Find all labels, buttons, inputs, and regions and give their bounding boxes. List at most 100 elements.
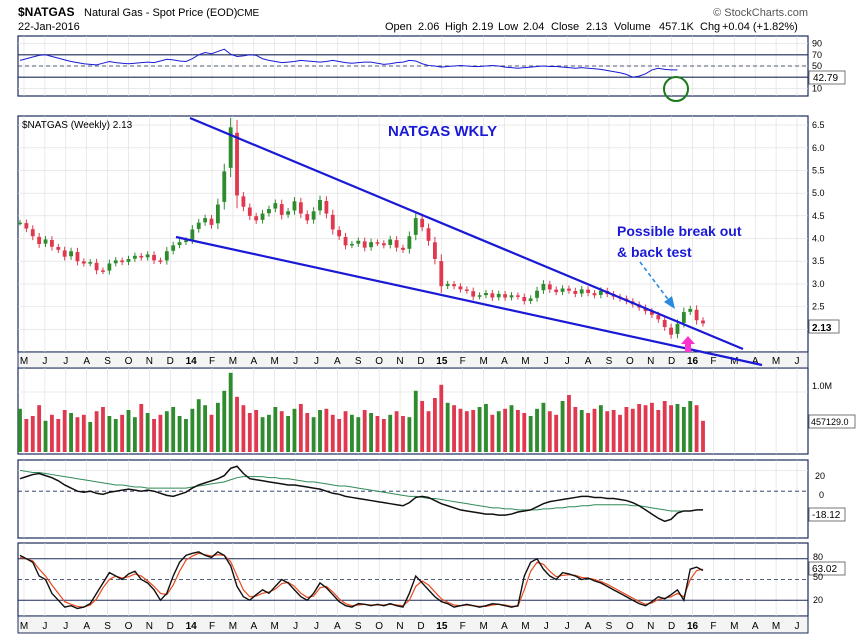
volume-bar bbox=[509, 405, 514, 452]
x-tick-label: S bbox=[355, 356, 362, 367]
x-tick-label: J bbox=[42, 356, 47, 367]
x-tick-label: F bbox=[710, 621, 716, 632]
volume-bar bbox=[388, 414, 393, 452]
close-label: Close bbox=[551, 21, 579, 33]
x-tick-label: M bbox=[730, 621, 738, 632]
volume-bar bbox=[81, 414, 86, 452]
volume-bar bbox=[145, 413, 150, 452]
candle-body bbox=[401, 247, 405, 250]
candle-body bbox=[88, 262, 93, 264]
open-label: Open bbox=[385, 21, 412, 33]
candle-body bbox=[656, 315, 661, 320]
candle-body bbox=[196, 222, 201, 229]
candle-body bbox=[177, 242, 182, 246]
volume-bar bbox=[62, 410, 67, 452]
volume-bar bbox=[643, 405, 648, 452]
candle-body bbox=[509, 295, 514, 298]
volume-bar bbox=[215, 402, 220, 452]
x-tick-label: A bbox=[501, 356, 508, 367]
volume-bar bbox=[343, 411, 348, 452]
x-tick-label: M bbox=[479, 621, 487, 632]
pink-up-arrow-icon bbox=[681, 336, 695, 352]
stoch-tick-20: 20 bbox=[813, 595, 823, 605]
x-tick-label: D bbox=[668, 621, 675, 632]
candle-body bbox=[426, 228, 431, 241]
volume-bar bbox=[426, 411, 431, 452]
candle-body bbox=[94, 262, 99, 271]
volume-bar bbox=[75, 417, 80, 452]
candle-body bbox=[292, 201, 297, 211]
volume-bar bbox=[305, 413, 310, 452]
volume-bar bbox=[177, 416, 182, 452]
volume-value: 457.1K bbox=[659, 21, 695, 33]
volume-bar bbox=[401, 416, 405, 452]
volume-bar bbox=[547, 411, 552, 452]
price-tick-label: 4.5 bbox=[812, 211, 825, 221]
candle-body bbox=[464, 289, 469, 291]
x-tick-label: M bbox=[20, 356, 28, 367]
volume-bar bbox=[439, 384, 444, 452]
candle-body bbox=[362, 241, 367, 248]
volume-bar bbox=[286, 416, 291, 452]
instrument-name: Natural Gas - Spot Price (EOD) bbox=[84, 7, 237, 19]
x-tick-label: A bbox=[334, 356, 341, 367]
candle-body bbox=[369, 242, 373, 248]
volume-label: Volume bbox=[614, 21, 651, 33]
x-tick-label: A bbox=[83, 356, 90, 367]
candle-body bbox=[669, 327, 673, 335]
volume-bar bbox=[394, 411, 399, 452]
volume-bar bbox=[669, 405, 673, 452]
volume-bar bbox=[56, 419, 61, 452]
candle-body bbox=[50, 240, 54, 247]
price-tick-label: 4.0 bbox=[812, 234, 825, 244]
right-value-labels: 42.79 2.13 1.0M 457129.0 20 0 -18.12 80 … bbox=[808, 70, 856, 605]
price-tick-label: 2.5 bbox=[812, 302, 825, 312]
candle-body bbox=[554, 289, 559, 293]
candle-body bbox=[209, 218, 214, 225]
price-tick-label: 6.0 bbox=[812, 143, 825, 153]
x-tick-label: F bbox=[460, 356, 466, 367]
volume-bar bbox=[228, 372, 233, 452]
volume-bar bbox=[37, 405, 42, 452]
volume-bar bbox=[471, 410, 476, 452]
low-label: Low bbox=[498, 21, 518, 33]
volume-bar bbox=[554, 414, 559, 452]
x-tick-label: J bbox=[795, 621, 800, 632]
stoch-tick-80: 80 bbox=[813, 552, 823, 562]
volume-bar bbox=[24, 419, 29, 452]
candle-body bbox=[215, 204, 220, 224]
candle-body bbox=[541, 283, 546, 291]
x-tick-label: N bbox=[396, 356, 403, 367]
volume-bar bbox=[158, 414, 163, 452]
volume-bar bbox=[337, 419, 342, 452]
volume-bar bbox=[624, 407, 629, 452]
candle-body bbox=[298, 202, 303, 214]
chart-title: NATGAS WKLY bbox=[388, 123, 497, 140]
volume-bar bbox=[318, 410, 322, 452]
candle-body bbox=[145, 254, 150, 258]
candle-body bbox=[113, 260, 118, 264]
candle-body bbox=[573, 290, 578, 294]
candle-body bbox=[81, 261, 86, 264]
x-tick-label: O bbox=[125, 621, 133, 632]
volume-bar bbox=[362, 410, 367, 452]
x-tick-label: D bbox=[417, 621, 424, 632]
volume-bar bbox=[18, 408, 22, 452]
x-tick-label: S bbox=[606, 356, 613, 367]
candle-body bbox=[30, 229, 35, 237]
price-panel bbox=[17, 115, 809, 353]
volume-bar bbox=[496, 411, 501, 452]
volume-bar bbox=[605, 411, 610, 452]
volume-bar bbox=[662, 401, 667, 452]
volume-bar bbox=[120, 414, 125, 452]
candle-body bbox=[490, 293, 495, 298]
volume-bar bbox=[235, 396, 239, 452]
candle-body bbox=[164, 251, 169, 261]
x-tick-label: F bbox=[209, 621, 215, 632]
volume-bar bbox=[350, 414, 354, 452]
candle-body bbox=[439, 261, 444, 287]
close-value: 2.13 bbox=[586, 21, 607, 33]
annotation-arrow bbox=[639, 261, 675, 309]
volume-bar bbox=[356, 417, 361, 452]
volume-bar bbox=[592, 408, 597, 452]
